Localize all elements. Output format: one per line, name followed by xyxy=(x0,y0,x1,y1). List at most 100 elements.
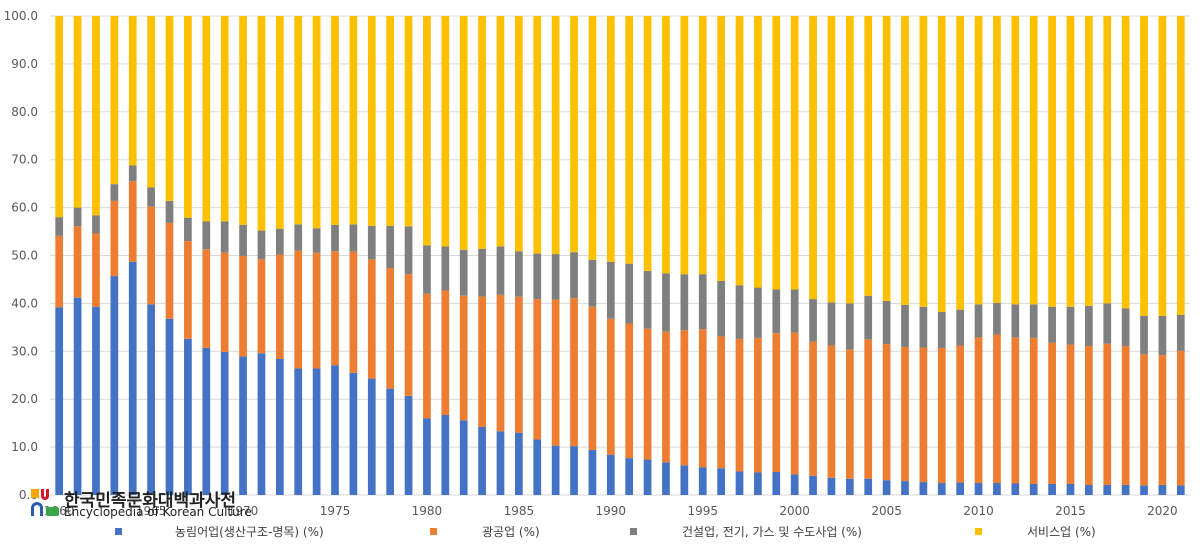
bar-segment-services-1971 xyxy=(257,16,266,231)
bar-segment-mining-1963 xyxy=(110,200,119,277)
bar-segment-construction-1965 xyxy=(147,187,155,207)
bar-segment-services-2008 xyxy=(937,16,946,313)
y-tick-label: 100.0 xyxy=(4,9,38,23)
x-tick-label: 1995 xyxy=(687,504,718,518)
bar-segment-mining-2002 xyxy=(827,345,836,478)
y-axis-ticks: 0.010.020.030.040.050.060.070.080.090.01… xyxy=(4,9,38,502)
bar-segment-services-1977 xyxy=(367,16,376,226)
bar-segment-construction-1983 xyxy=(478,248,486,297)
bar-segment-services-1985 xyxy=(515,16,523,252)
bar-segment-agriculture-1961 xyxy=(73,297,82,495)
bar-segment-construction-1981 xyxy=(441,246,450,291)
bar-segment-mining-2016 xyxy=(1085,346,1093,485)
bar-segment-mining-2012 xyxy=(1011,337,1020,484)
bar-segment-construction-1991 xyxy=(625,263,634,324)
bar-segment-construction-2013 xyxy=(1029,304,1038,338)
bar-segment-construction-1977 xyxy=(367,225,376,260)
bar-segment-agriculture-1991 xyxy=(625,458,634,495)
bar-segment-construction-1967 xyxy=(184,217,192,242)
bar-segment-services-1983 xyxy=(478,16,486,249)
bar-segment-construction-2009 xyxy=(956,309,965,346)
bar-segment-mining-1994 xyxy=(680,330,689,466)
bar-segment-services-1964 xyxy=(128,16,137,166)
bar-segment-mining-1993 xyxy=(662,331,670,463)
bar-segment-mining-1980 xyxy=(423,293,431,419)
bar-segment-mining-1970 xyxy=(239,255,247,357)
bar-segment-services-1968 xyxy=(202,16,211,222)
bar-segment-construction-2015 xyxy=(1066,306,1075,345)
bar-segment-agriculture-2004 xyxy=(864,478,873,495)
bar-segment-services-2020 xyxy=(1158,16,1167,316)
bar-segment-services-2004 xyxy=(864,16,873,296)
bar-segment-construction-2005 xyxy=(882,301,891,345)
bar-segment-agriculture-2010 xyxy=(974,483,983,495)
bar-segment-agriculture-1965 xyxy=(147,304,155,495)
bar-segment-agriculture-1974 xyxy=(312,368,321,495)
bar-segment-construction-1997 xyxy=(735,285,744,339)
bar-segment-construction-1979 xyxy=(404,226,413,275)
bar-segment-services-1979 xyxy=(404,16,413,227)
bar-segment-construction-2000 xyxy=(790,289,799,333)
y-tick-label: 60.0 xyxy=(11,201,38,215)
bar-segment-agriculture-2014 xyxy=(1048,483,1056,495)
bar-segment-mining-2013 xyxy=(1029,337,1038,484)
y-tick-label: 10.0 xyxy=(11,440,38,454)
bar-segment-services-1975 xyxy=(331,16,339,225)
bar-segment-mining-2001 xyxy=(809,341,817,476)
bar-segment-services-2021 xyxy=(1176,16,1185,315)
x-tick-label: 1985 xyxy=(504,504,535,518)
bar-segment-agriculture-1993 xyxy=(662,462,670,495)
bar-segment-construction-1964 xyxy=(128,165,137,182)
bar-segment-agriculture-1967 xyxy=(184,338,192,495)
bar-segment-mining-1960 xyxy=(55,235,64,308)
legend-label-agriculture: 농림어업(생산구조-명목) (%) xyxy=(175,525,324,539)
bar-segment-agriculture-2021 xyxy=(1176,485,1185,495)
bar-segment-mining-2006 xyxy=(901,346,909,482)
bar-segment-agriculture-1962 xyxy=(92,306,100,495)
bar-segment-construction-1987 xyxy=(551,254,560,300)
bar-segment-agriculture-2001 xyxy=(809,475,817,495)
bar-segment-construction-2016 xyxy=(1085,305,1093,347)
bar-segment-mining-1968 xyxy=(202,249,211,348)
bar-segment-services-1993 xyxy=(662,16,670,274)
bar-segment-agriculture-1963 xyxy=(110,276,119,495)
legend-label-construction: 건설업, 전기, 가스 및 수도사업 (%) xyxy=(682,525,862,539)
bar-segment-mining-1997 xyxy=(735,338,744,472)
bar-segment-construction-1993 xyxy=(662,273,670,332)
bar-segment-construction-1978 xyxy=(386,225,395,268)
bar-segment-services-1995 xyxy=(698,16,707,275)
bar-segment-mining-2009 xyxy=(956,345,965,483)
y-tick-label: 20.0 xyxy=(11,392,38,406)
bar-segment-services-1960 xyxy=(55,16,64,218)
bar-segment-agriculture-2008 xyxy=(937,483,946,495)
bar-segment-services-1986 xyxy=(533,16,542,254)
bar-segment-agriculture-1990 xyxy=(606,454,615,495)
bar-segment-agriculture-1999 xyxy=(772,472,781,495)
bar-segment-construction-2014 xyxy=(1048,306,1056,343)
bar-segment-mining-1986 xyxy=(533,299,542,440)
bar-segment-services-2003 xyxy=(845,16,854,304)
legend-label-services: 서비스업 (%) xyxy=(1027,525,1096,539)
y-tick-label: 30.0 xyxy=(11,344,38,358)
bar-segment-agriculture-1989 xyxy=(588,449,597,495)
bar-segment-agriculture-1976 xyxy=(349,372,358,495)
bar-segment-agriculture-1969 xyxy=(220,351,229,495)
bar-segment-mining-2014 xyxy=(1048,342,1056,484)
bar-segment-agriculture-2003 xyxy=(845,478,854,495)
bar-segment-mining-1985 xyxy=(515,296,523,433)
bar-segment-mining-1979 xyxy=(404,274,413,396)
bar-segment-services-1987 xyxy=(551,16,560,255)
bar-segment-construction-1990 xyxy=(606,261,615,319)
bar-segment-agriculture-2006 xyxy=(901,481,909,495)
bar-segment-agriculture-2020 xyxy=(1158,484,1167,495)
x-tick-label: 2020 xyxy=(1147,504,1178,518)
encyclopedia-logo: 한국민족문화대백과사전 Encyclopedia of Korean Cultu… xyxy=(30,486,252,520)
bar-segment-agriculture-2016 xyxy=(1085,484,1093,495)
bar-segment-agriculture-1992 xyxy=(643,459,652,495)
bar-segment-agriculture-1972 xyxy=(275,358,284,495)
bar-segment-construction-1973 xyxy=(294,224,303,251)
bar-segment-services-2000 xyxy=(790,16,799,290)
bar-segment-mining-1962 xyxy=(92,233,100,307)
bar-segment-construction-1988 xyxy=(570,252,578,299)
bar-segment-mining-1990 xyxy=(606,318,615,455)
